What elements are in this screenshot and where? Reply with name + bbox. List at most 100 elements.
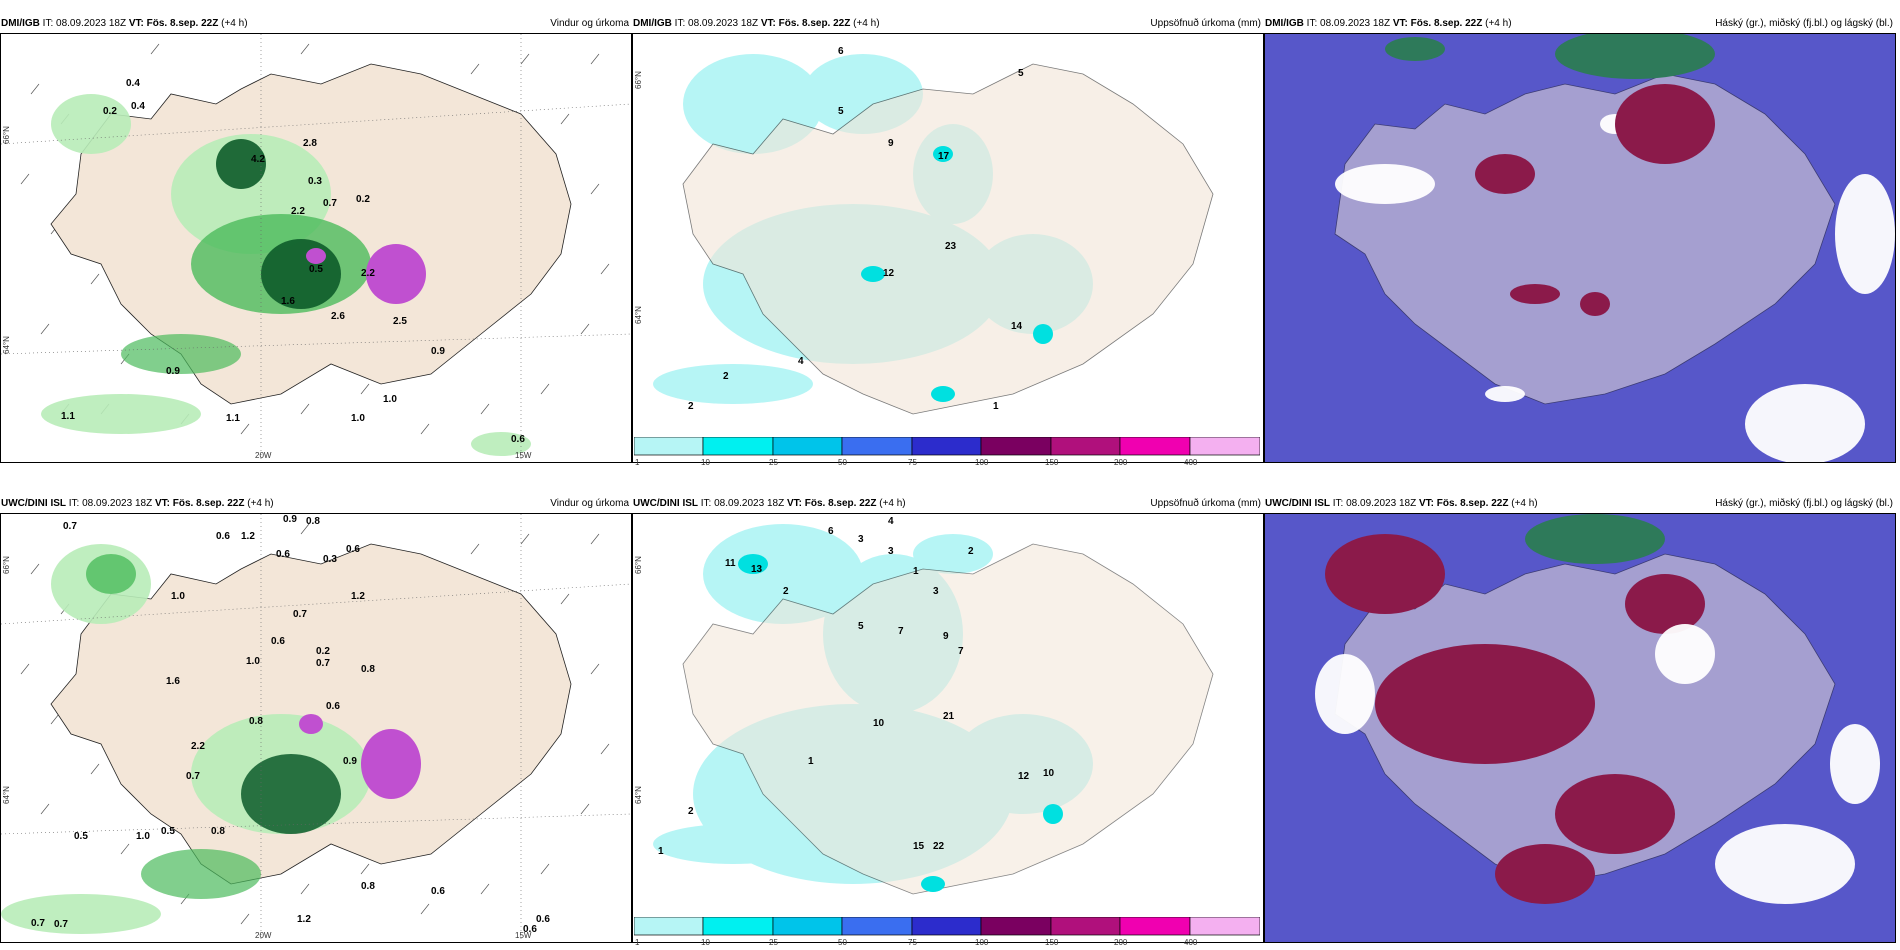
value-label: 1.1: [226, 413, 240, 424]
vt-label: VT:: [786, 498, 802, 509]
value-label: 0.8: [249, 716, 263, 727]
model-name: UWC/DINI ISL: [1, 498, 66, 509]
value-label: 1: [993, 401, 999, 412]
colorbar-tick: 75: [908, 938, 917, 947]
value-label: 4.2: [251, 154, 265, 165]
it-value: 08.09.2023 18Z: [1320, 18, 1391, 29]
it-label: IT:: [674, 18, 686, 29]
value-label: 6: [828, 526, 834, 537]
it-label: IT:: [1306, 18, 1318, 29]
colorbar-tick: 400: [1184, 458, 1198, 467]
value-label: 0.8: [306, 516, 320, 527]
lead-time: (+4 h): [1485, 18, 1512, 29]
panel-igb-precip: DMI/IGB IT: 08.09.2023 18Z VT: Fös. 8.se…: [632, 15, 1264, 467]
value-label: 1: [658, 846, 664, 857]
value-label: 5: [838, 106, 844, 117]
value-label: 22: [933, 841, 945, 852]
colorbar-tick: 150: [1045, 458, 1059, 467]
value-label: 1.0: [136, 831, 150, 842]
it-label: IT:: [700, 498, 712, 509]
value-label: 0.8: [211, 826, 225, 837]
value-label: 0.3: [323, 554, 337, 565]
value-label: 2: [723, 371, 729, 382]
colorbar-tick: 1: [635, 938, 640, 947]
axis-label-lat: 66°N: [634, 71, 643, 89]
value-label: 7: [898, 626, 904, 637]
value-label: 10: [873, 718, 885, 729]
it-value: 08.09.2023 18Z: [714, 498, 785, 509]
it-label: IT:: [68, 498, 80, 509]
value-label: 1.1: [61, 411, 75, 422]
value-label: 2.2: [191, 741, 205, 752]
value-label: 0.7: [293, 609, 307, 620]
panel-title: Háský (gr.), miðský (fj.bl.) og lágský (…: [1715, 18, 1893, 29]
value-label: 0.3: [308, 176, 322, 187]
value-label: 7: [958, 646, 964, 657]
value-label: 1.2: [241, 531, 255, 542]
value-label: 17: [938, 151, 950, 162]
vt-value: Fös. 8.sep. 22Z: [146, 18, 219, 29]
lead-time: (+4 h): [247, 498, 274, 509]
value-label: 5: [858, 621, 864, 632]
vt-label: VT:: [154, 498, 170, 509]
axis-label-lat: 66°N: [2, 556, 11, 574]
value-label: 5: [1018, 68, 1024, 79]
vt-value: Fös. 8.sep. 22Z: [1436, 498, 1509, 509]
iceland-land: [682, 543, 1214, 895]
colorbar-tick: 200: [1114, 458, 1128, 467]
value-label: 0.7: [54, 919, 68, 930]
it-value: 08.09.2023 18Z: [1346, 498, 1417, 509]
value-label: 2.6: [331, 311, 345, 322]
panel-header: DMI/IGB IT: 08.09.2023 18Z VT: Fös. 8.se…: [1264, 15, 1896, 33]
panel-title: Háský (gr.), miðský (fj.bl.) og lágský (…: [1715, 498, 1893, 509]
value-label: 1: [808, 756, 814, 767]
colorbar-tick: 100: [975, 938, 989, 947]
value-label: 0.6: [511, 434, 525, 445]
value-label: 0.5: [161, 826, 175, 837]
value-label: 21: [943, 711, 955, 722]
vt-value: Fös. 8.sep. 22Z: [172, 498, 245, 509]
axis-label-lon: 20W: [255, 451, 272, 460]
colorbar-tick: 10: [701, 938, 710, 947]
panel-header: UWC/DINI ISL IT: 08.09.2023 18Z VT: Fös.…: [632, 495, 1264, 513]
colorbar-tick: 10: [701, 458, 710, 467]
value-label: 15: [913, 841, 925, 852]
panel-uwc-precip: UWC/DINI ISL IT: 08.09.2023 18Z VT: Fös.…: [632, 495, 1264, 947]
map-wind-precip: 0.4 0.4 0.2 4.2 2.8 0.3 0.7 0.2 2.2 0.5 …: [0, 33, 632, 463]
value-label: 0.8: [361, 664, 375, 675]
axis-label-lat: 64°N: [2, 336, 11, 354]
lead-time: (+4 h): [879, 498, 906, 509]
value-label: 9: [888, 138, 894, 149]
value-label: 0.6: [271, 636, 285, 647]
value-label: 0.6: [276, 549, 290, 560]
colorbar-tick: 50: [838, 938, 847, 947]
it-label: IT:: [1332, 498, 1344, 509]
model-name: UWC/DINI ISL: [1265, 498, 1330, 509]
panel-header: UWC/DINI ISL IT: 08.09.2023 18Z VT: Fös.…: [1264, 495, 1896, 513]
panel-title: Vindur og úrkoma: [550, 18, 629, 29]
it-value: 08.09.2023 18Z: [56, 18, 127, 29]
vt-label: VT:: [1418, 498, 1434, 509]
panel-igb-cloud: DMI/IGB IT: 08.09.2023 18Z VT: Fös. 8.se…: [1264, 15, 1896, 465]
value-label: 2: [688, 806, 694, 817]
vt-label: VT:: [760, 18, 776, 29]
colorbar-tick: 75: [908, 458, 917, 467]
map-cloud-cover: [1264, 33, 1896, 463]
value-label: 0.7: [323, 198, 337, 209]
it-label: IT:: [42, 18, 54, 29]
value-label: 0.7: [31, 918, 45, 929]
value-label: 0.2: [103, 106, 117, 117]
axis-label-lat: 66°N: [2, 126, 11, 144]
value-label: 1.0: [246, 656, 260, 667]
colorbar-tick: 100: [975, 458, 989, 467]
model-name: DMI/IGB: [1, 18, 40, 29]
value-label: 1.2: [351, 591, 365, 602]
value-label: 1.0: [171, 591, 185, 602]
value-label: 4: [888, 516, 894, 527]
colorbar-tick: 50: [838, 458, 847, 467]
axis-label-lon: 20W: [255, 931, 272, 940]
it-value: 08.09.2023 18Z: [688, 18, 759, 29]
colorbar-tick: 25: [769, 938, 778, 947]
value-label: 0.9: [283, 514, 297, 525]
map-accumulated-precip: 6 3 4 3 11 13 2 3 1 2 5 7 9 7 10 21 12 1…: [632, 513, 1264, 943]
